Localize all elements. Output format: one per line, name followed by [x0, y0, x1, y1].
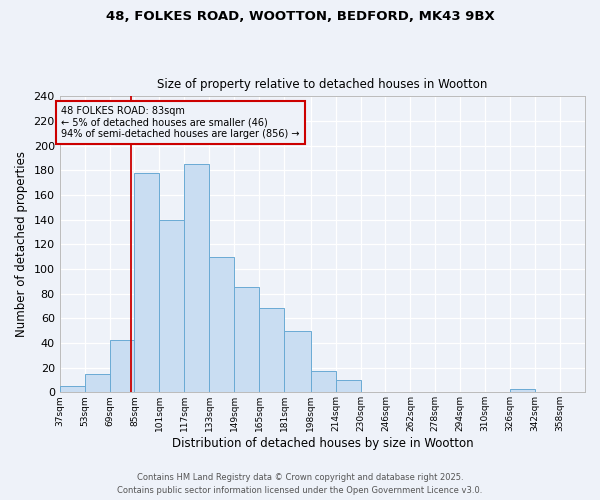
X-axis label: Distribution of detached houses by size in Wootton: Distribution of detached houses by size … [172, 437, 473, 450]
Bar [160, 220, 184, 392]
Bar [335, 380, 361, 392]
Bar [259, 308, 284, 392]
Bar [234, 288, 259, 393]
Text: 48 FOLKES ROAD: 83sqm
← 5% of detached houses are smaller (46)
94% of semi-detac: 48 FOLKES ROAD: 83sqm ← 5% of detached h… [61, 106, 300, 140]
Bar [510, 388, 535, 392]
Bar [209, 256, 234, 392]
Y-axis label: Number of detached properties: Number of detached properties [15, 152, 28, 338]
Bar [85, 374, 110, 392]
Title: Size of property relative to detached houses in Wootton: Size of property relative to detached ho… [157, 78, 488, 91]
Bar [184, 164, 209, 392]
Bar [284, 330, 311, 392]
Bar [59, 386, 85, 392]
Bar [134, 173, 160, 392]
Text: Contains HM Land Registry data © Crown copyright and database right 2025.
Contai: Contains HM Land Registry data © Crown c… [118, 474, 482, 495]
Bar [110, 340, 134, 392]
Bar [311, 372, 335, 392]
Text: 48, FOLKES ROAD, WOOTTON, BEDFORD, MK43 9BX: 48, FOLKES ROAD, WOOTTON, BEDFORD, MK43 … [106, 10, 494, 23]
